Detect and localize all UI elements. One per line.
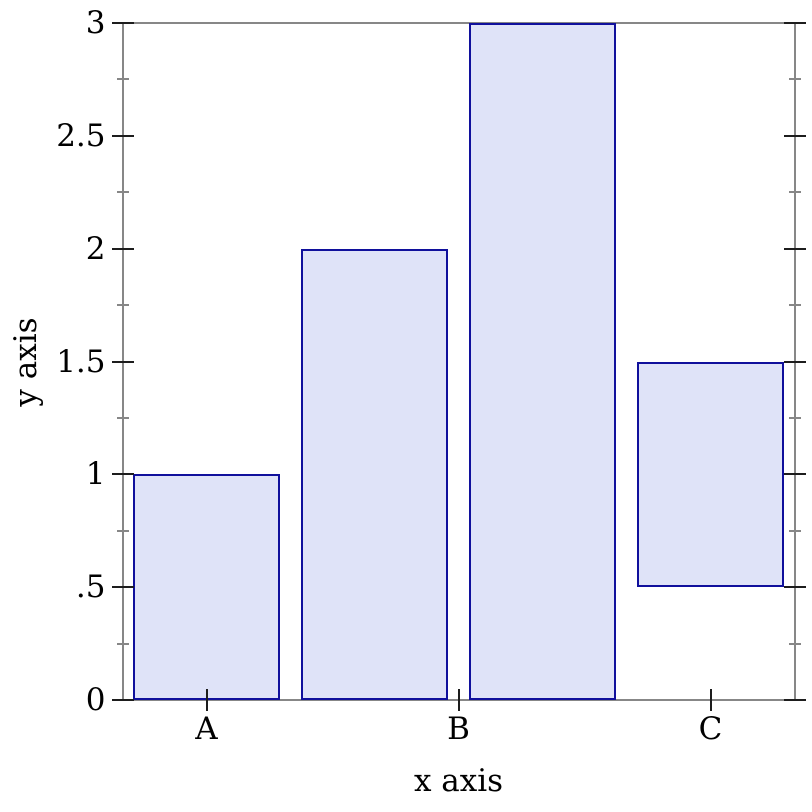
y-major-tick-right: [783, 134, 806, 137]
y-tick-label: 1: [85, 456, 106, 493]
y-major-tick-left: [111, 473, 134, 476]
x-tick: [205, 689, 208, 711]
y-major-tick-right: [783, 473, 806, 476]
x-tick-label: B: [447, 711, 470, 747]
y-tick-label: 2.5: [56, 117, 106, 154]
y-major-tick-right: [783, 22, 806, 24]
y-major-tick-left: [111, 134, 134, 137]
y-minor-tick-right: [788, 78, 801, 81]
x-axis-top-line: [121, 22, 796, 24]
y-major-tick-right: [783, 699, 806, 701]
y-tick-label: 2: [85, 230, 106, 267]
y-major-tick-right: [783, 247, 806, 250]
x-tick: [709, 689, 712, 711]
y-minor-tick-left: [116, 416, 129, 419]
bar-c-3: [637, 361, 784, 588]
y-major-tick-right: [783, 360, 806, 363]
y-axis-label: y axis: [8, 316, 44, 407]
y-minor-tick-right: [788, 416, 801, 419]
y-major-tick-left: [111, 22, 134, 24]
y-tick-label: 3: [85, 5, 106, 41]
y-major-tick-left: [111, 586, 134, 589]
x-tick-label: C: [698, 711, 723, 747]
y-major-tick-left: [111, 699, 134, 701]
x-axis-label: x axis: [413, 763, 504, 799]
y-tick-label: .5: [75, 569, 106, 606]
x-tick-label: A: [195, 711, 218, 747]
y-minor-tick-left: [116, 191, 129, 194]
x-tick: [457, 689, 460, 711]
y-minor-tick-right: [788, 304, 801, 307]
y-major-tick-left: [111, 360, 134, 363]
y-minor-tick-left: [116, 304, 129, 307]
y-minor-tick-right: [788, 529, 801, 532]
y-major-tick-right: [783, 586, 806, 589]
y-tick-label: 0: [85, 682, 106, 718]
y-tick-label: 1.5: [56, 343, 106, 380]
y-minor-tick-left: [116, 529, 129, 532]
bar-b-1: [301, 248, 448, 700]
bar-a-0: [133, 474, 280, 700]
y-minor-tick-right: [788, 191, 801, 194]
bar-b-2: [469, 23, 616, 700]
y-minor-tick-left: [116, 642, 129, 645]
y-minor-tick-right: [788, 642, 801, 645]
y-minor-tick-left: [116, 78, 129, 81]
y-major-tick-left: [111, 247, 134, 250]
